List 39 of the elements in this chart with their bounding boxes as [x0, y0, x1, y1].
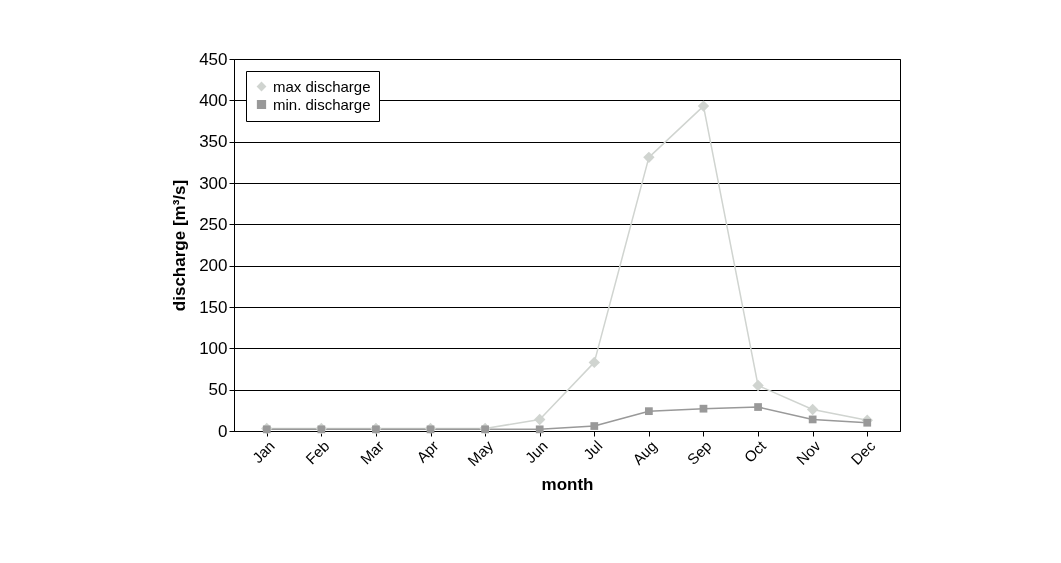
y-tick-label: 50 — [208, 380, 228, 400]
point — [590, 422, 599, 430]
y-axis-title: discharge [m³/s] — [170, 179, 190, 312]
point — [697, 100, 710, 112]
x-tick-label: Jun — [521, 437, 551, 467]
x-tick-label: Jan — [248, 437, 278, 467]
y-tick-label: 100 — [199, 338, 228, 358]
x-tick-label: Dec — [847, 436, 879, 468]
x-tick-label: Oct — [740, 436, 770, 466]
y-tick-label: 0 — [218, 421, 228, 441]
y-tick-label: 400 — [199, 90, 228, 110]
x-axis-title: month — [541, 475, 594, 495]
x-tick-label: Sep — [683, 437, 715, 468]
x-tick-label: Nov — [792, 436, 825, 468]
point — [588, 356, 600, 369]
legend-label: max discharge — [273, 77, 371, 95]
point — [645, 407, 653, 416]
y-tick-label: 250 — [199, 214, 228, 234]
y-tick-label: 300 — [199, 173, 228, 193]
point — [699, 404, 708, 413]
point — [643, 151, 655, 164]
x-tick-label: Jul — [579, 437, 606, 463]
y-tick-label: 150 — [199, 297, 228, 317]
point — [752, 379, 764, 392]
y-tick-label: 350 — [199, 132, 228, 152]
point — [863, 418, 872, 427]
legend-label: min. discharge — [273, 95, 371, 113]
x-tick-label: Mar — [356, 437, 388, 468]
x-tick-label: Apr — [413, 437, 442, 466]
point — [806, 403, 819, 416]
point — [535, 425, 544, 434]
x-tick-label: Aug — [629, 437, 660, 468]
x-tick-label: May — [464, 436, 497, 470]
x-tick-label: Feb — [302, 437, 333, 468]
point — [534, 413, 546, 426]
y-tick-label: 200 — [199, 256, 228, 276]
y-tick-label: 450 — [199, 49, 228, 69]
point — [754, 403, 762, 411]
point — [808, 415, 817, 424]
